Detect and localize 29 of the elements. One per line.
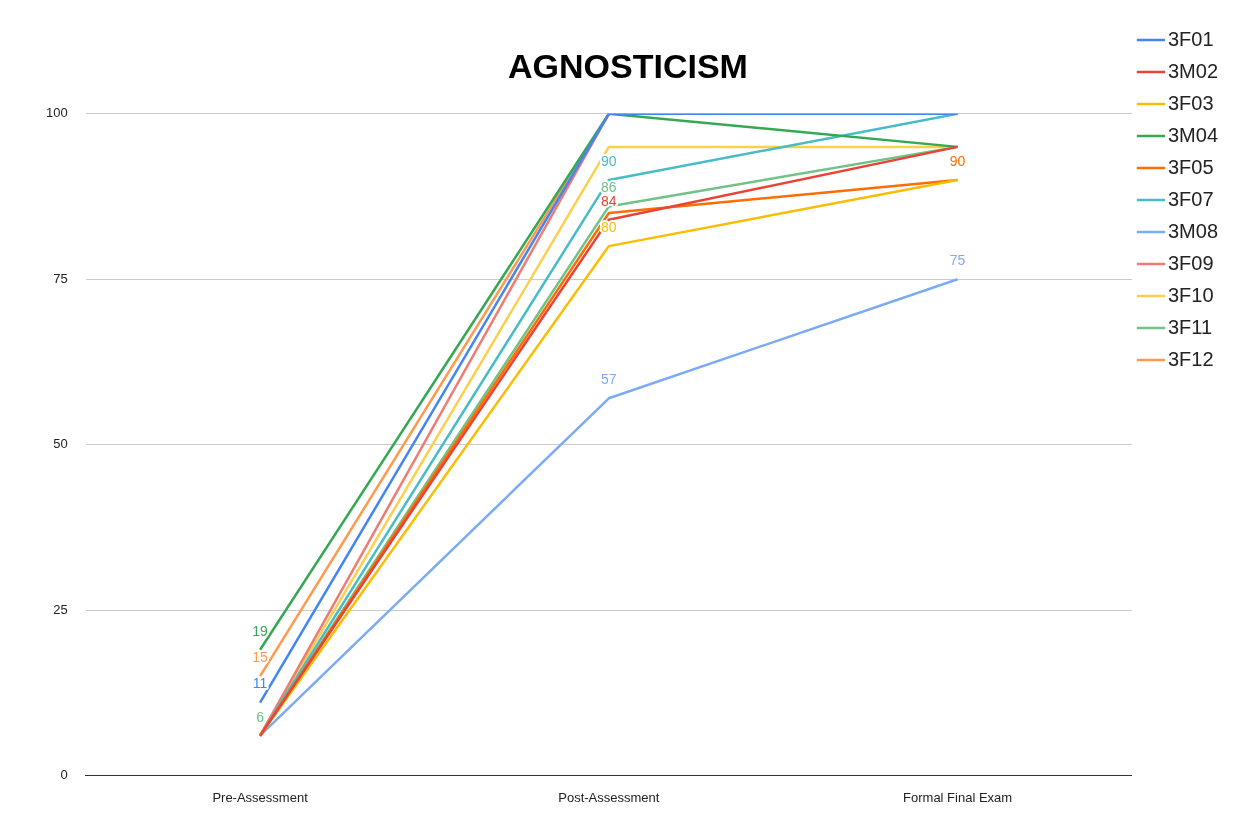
legend-label: 3F12 [1167,347,1214,370]
y-tick-label: 100 [45,105,68,121]
legend-label: 3F05 [1167,155,1214,178]
legend-label: 3F09 [1167,251,1214,274]
x-tick-label: Pre-Assessment [212,789,309,805]
legend-label: 3F11 [1167,315,1213,338]
data-label: 90 [949,152,966,169]
legend-label: 3M02 [1167,59,1218,82]
data-label: 6 [256,708,265,725]
data-label: 75 [949,252,966,269]
data-label: 90 [601,152,617,169]
legend-label: 3F10 [1167,283,1214,306]
legend-label: 3F03 [1167,91,1214,114]
y-tick-label: 75 [53,270,68,286]
y-tick-label: 50 [53,436,68,452]
y-tick-label: 0 [60,766,68,782]
x-tick-label: Post-Assessment [558,789,660,805]
legend-label: 3M08 [1167,219,1218,242]
legend-label: 3M04 [1167,123,1218,146]
data-label: 11 [252,675,268,692]
data-label: 84 [601,192,617,209]
data-label: 15 [252,649,269,666]
x-tick-label: Formal Final Exam [903,789,1013,805]
data-label: 57 [601,371,617,388]
legend-label: 3F01 [1167,27,1214,50]
legend-label: 3F07 [1167,187,1214,210]
y-tick-label: 25 [53,601,68,617]
data-label: 19 [252,622,269,639]
chart-title: AGNOSTICISM [508,46,748,85]
